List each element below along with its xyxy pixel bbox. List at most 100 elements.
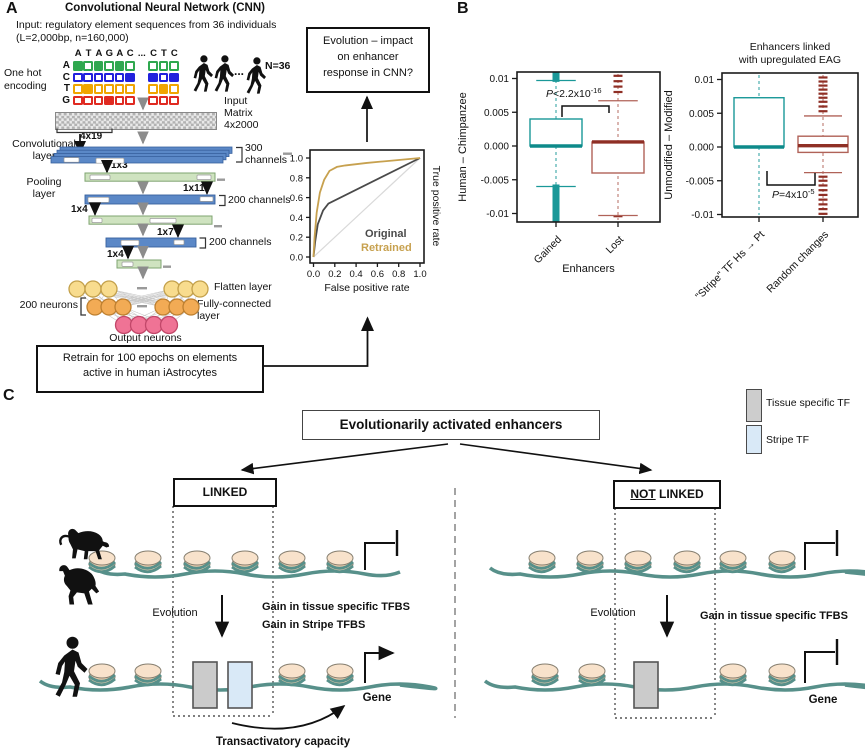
svg-text:1.0: 1.0	[413, 269, 426, 280]
svg-text:0.01: 0.01	[695, 75, 715, 86]
retrain-line-2: active in human iAstrocytes	[83, 367, 217, 380]
boxplots-canvas: Gained Lost 0.01 0.005 0.000 -0.005 -0.01 Human…	[457, 41, 859, 303]
svg-text:P<2.2x10-16: P<2.2x10-16	[546, 86, 602, 100]
svg-text:Human – Chimpanzee: Human – Chimpanzee	[457, 92, 469, 201]
one-hot-row-label-G: G	[62, 94, 70, 106]
nucleosome	[88, 663, 116, 687]
retrain-line-1: Retrain for 100 epochs on elements	[62, 352, 238, 364]
evolution-box-line-1: Evolution – impact	[323, 35, 413, 47]
nucleosome	[768, 550, 796, 574]
matrix-label-3: 4x2000	[224, 119, 259, 131]
kernel-1x11: 1x11	[183, 183, 205, 194]
stripe-tf-swatch	[746, 425, 762, 454]
neurons-200-label: 200 neurons	[19, 299, 78, 311]
one-hot-label-1: One hot	[4, 67, 42, 79]
kernel-1x3: 1x3	[111, 160, 128, 171]
channels-300-2: channels	[245, 154, 288, 166]
ellipsis-people: ...	[234, 64, 245, 78]
svg-text:-0.01: -0.01	[486, 209, 509, 220]
linked-box: LINKED	[173, 478, 277, 507]
svg-text:Enhancers linked: Enhancers linked	[750, 41, 831, 53]
nucleosome	[719, 663, 747, 687]
one-hot-row-label-A: A	[62, 60, 70, 71]
roc-plot: 0.0 0.2 0.4 0.6 0.8 1.0 0.0 0.2 0.4 0.6 0.8 1.0 Fals…	[290, 149, 442, 294]
svg-text:0.0: 0.0	[290, 253, 303, 264]
svg-text:0.8: 0.8	[392, 269, 405, 280]
svg-text:0.0: 0.0	[307, 269, 320, 280]
tissue-specific-tf-swatch	[746, 389, 762, 422]
svg-text:Enhancers: Enhancers	[562, 263, 615, 275]
one-hot-row-C	[73, 72, 179, 83]
svg-text:0.4: 0.4	[290, 213, 303, 224]
enhancer-diagram-canvas	[38, 443, 865, 730]
matrix-label-2: Matrix	[224, 107, 253, 119]
evolution-label-right: Evolution	[590, 607, 636, 619]
one-hot-row-G	[73, 95, 179, 106]
svg-text:1.0: 1.0	[290, 154, 303, 165]
nucleosome	[768, 663, 796, 687]
svg-text:True positive rate: True positive rate	[430, 166, 442, 247]
svg-text:Gained: Gained	[532, 234, 565, 267]
not-linked-box: NOT LINKED	[613, 480, 721, 509]
svg-text:0.000: 0.000	[689, 143, 714, 154]
svg-text:"Stripe" TF Hs → Pt: "Stripe" TF Hs → Pt	[693, 229, 767, 303]
nucleosome	[576, 550, 604, 574]
transactivatory-capacity-label: Transactivatory capacity	[215, 736, 351, 748]
nucleosome	[326, 550, 354, 574]
evolution-question-box: Evolution – impact on enhancer response …	[306, 27, 430, 93]
gene-label-left: Gene	[362, 692, 392, 704]
channels-200b: 200 channels	[209, 236, 272, 248]
svg-text:0.2: 0.2	[328, 269, 341, 280]
cnn-input-line1: Input: regulatory element sequences from…	[16, 19, 277, 31]
nucleosome	[624, 550, 652, 574]
cnn-input-line2: (L=2,000bp, n=160,000)	[16, 32, 129, 44]
svg-text:Random changes: Random changes	[764, 229, 831, 296]
one-hot-row-A	[73, 61, 179, 71]
one-hot-label-2: encoding	[4, 80, 47, 92]
svg-text:-0.005: -0.005	[481, 175, 510, 186]
svg-text:False positive rate: False positive rate	[324, 282, 409, 294]
evolution-label-left: Evolution	[152, 607, 198, 619]
nucleosome	[528, 550, 556, 574]
pooling-layer-label-2: layer	[32, 188, 56, 200]
nucleosome	[278, 550, 306, 574]
fc-layer-label-2: layer	[197, 310, 220, 322]
output-neurons-label: Output neurons	[109, 332, 182, 344]
evolutionarily-activated-enhancers-box: Evolutionarily activated enhancers	[302, 410, 600, 440]
one-hot-row-label-C: C	[62, 71, 70, 83]
svg-text:0.4: 0.4	[349, 269, 362, 280]
nucleosome	[531, 663, 559, 687]
stripe-tf-label: Stripe TF	[766, 434, 809, 446]
channels-300-1: 300	[245, 142, 263, 154]
nucleosome	[183, 550, 211, 574]
panel-b-label: B	[457, 0, 469, 17]
input-matrix	[55, 112, 217, 130]
one-hot-grid: A T A G A C... C T C A C T G	[60, 48, 195, 110]
svg-text:Lost: Lost	[604, 234, 627, 257]
one-hot-row-T	[73, 84, 179, 94]
svg-text:0.01: 0.01	[490, 74, 510, 85]
nucleosome	[278, 663, 306, 687]
kernel-1x4b: 1x4	[107, 249, 124, 260]
nucleosome	[719, 550, 747, 574]
retrain-box: Retrain for 100 epochs on elements activ…	[36, 345, 264, 393]
svg-text:0.6: 0.6	[290, 193, 303, 204]
gene-label-right: Gene	[808, 694, 838, 706]
nucleosome	[578, 663, 606, 687]
svg-text:-0.005: -0.005	[686, 176, 715, 187]
cnn-title: Convolutional Neural Network (CNN)	[65, 2, 265, 14]
kernel-4x19: 4x19	[80, 131, 103, 142]
svg-text:Unmodified – Modified: Unmodified – Modified	[663, 90, 675, 199]
gain-left-line2: Gain in Stripe TFBS	[262, 619, 366, 631]
svg-text:0.2: 0.2	[290, 233, 303, 244]
cnn-diagram-canvas: 0.0 0.2 0.4 0.6 0.8 1.0 0.0 0.2 0.4 0.6 0.8 1.0 Fals…	[50, 95, 442, 367]
nucleosome	[134, 663, 162, 687]
kernel-1x7: 1x7	[157, 227, 174, 238]
gain-right-line: Gain in tissue specific TFBS	[700, 610, 848, 622]
kernel-1x4a: 1x4	[71, 204, 88, 215]
svg-text:-0.01: -0.01	[691, 210, 714, 221]
svg-text:P=4x10-5: P=4x10-5	[772, 187, 815, 201]
svg-text:Original: Original	[365, 228, 407, 240]
pooling-layer-label-1: Pooling	[26, 176, 62, 188]
